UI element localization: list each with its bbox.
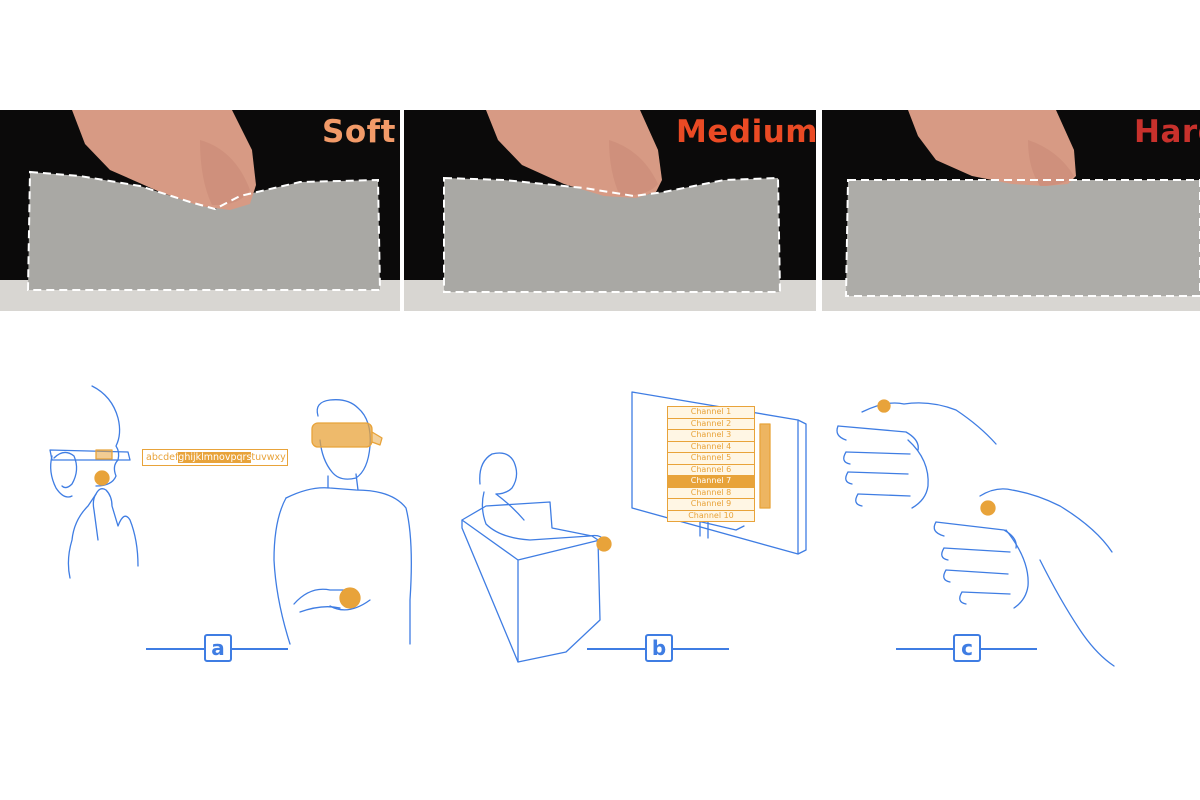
channel-list-item: Channel 1 <box>667 406 755 418</box>
channel-list-item: Channel 6 <box>667 463 755 475</box>
alphabet-strip: abcdefghijklmnovpqrstuvwxy <box>142 449 288 466</box>
face-with-glasses-illustration <box>49 385 139 579</box>
channel-list-item: Channel 7 <box>667 475 755 487</box>
tag-a: a <box>204 634 232 662</box>
channel-list-item: Channel 5 <box>667 452 755 464</box>
medium-foam-sample <box>444 178 780 292</box>
tag-b: b <box>645 634 673 662</box>
tag-c: c <box>953 634 981 662</box>
photo-soft <box>0 110 400 311</box>
channel-list-item: Channel 10 <box>667 509 755 522</box>
tag-b-line-left <box>587 648 645 650</box>
tag-a-line-left <box>146 648 204 650</box>
channel-list-item: Channel 3 <box>667 429 755 441</box>
tag-b-line-right <box>673 648 729 650</box>
photo-hard <box>822 110 1200 311</box>
person-with-headset-illustration <box>273 399 412 645</box>
hands-illustration <box>836 399 1115 667</box>
tag-c-line-right <box>981 648 1037 650</box>
channel-list-item: Channel 4 <box>667 440 755 452</box>
tag-c-line-left <box>896 648 953 650</box>
label-medium: Medium <box>676 114 819 150</box>
hard-foam-sample <box>846 180 1200 296</box>
television-illustration <box>631 391 807 555</box>
person-in-armchair-illustration <box>461 452 612 663</box>
channel-list: Channel 1 Channel 2 Channel 3 Channel 4 Chan… <box>667 406 755 522</box>
label-hard: Hard <box>1134 114 1200 150</box>
soft-foam-sample <box>28 172 380 290</box>
tag-a-line-right <box>232 648 288 650</box>
channel-list-item: Channel 8 <box>667 486 755 498</box>
channel-list-item: Channel 2 <box>667 417 755 429</box>
channel-list-item: Channel 9 <box>667 498 755 510</box>
label-soft: Soft <box>322 114 396 150</box>
photo-medium <box>404 110 816 311</box>
